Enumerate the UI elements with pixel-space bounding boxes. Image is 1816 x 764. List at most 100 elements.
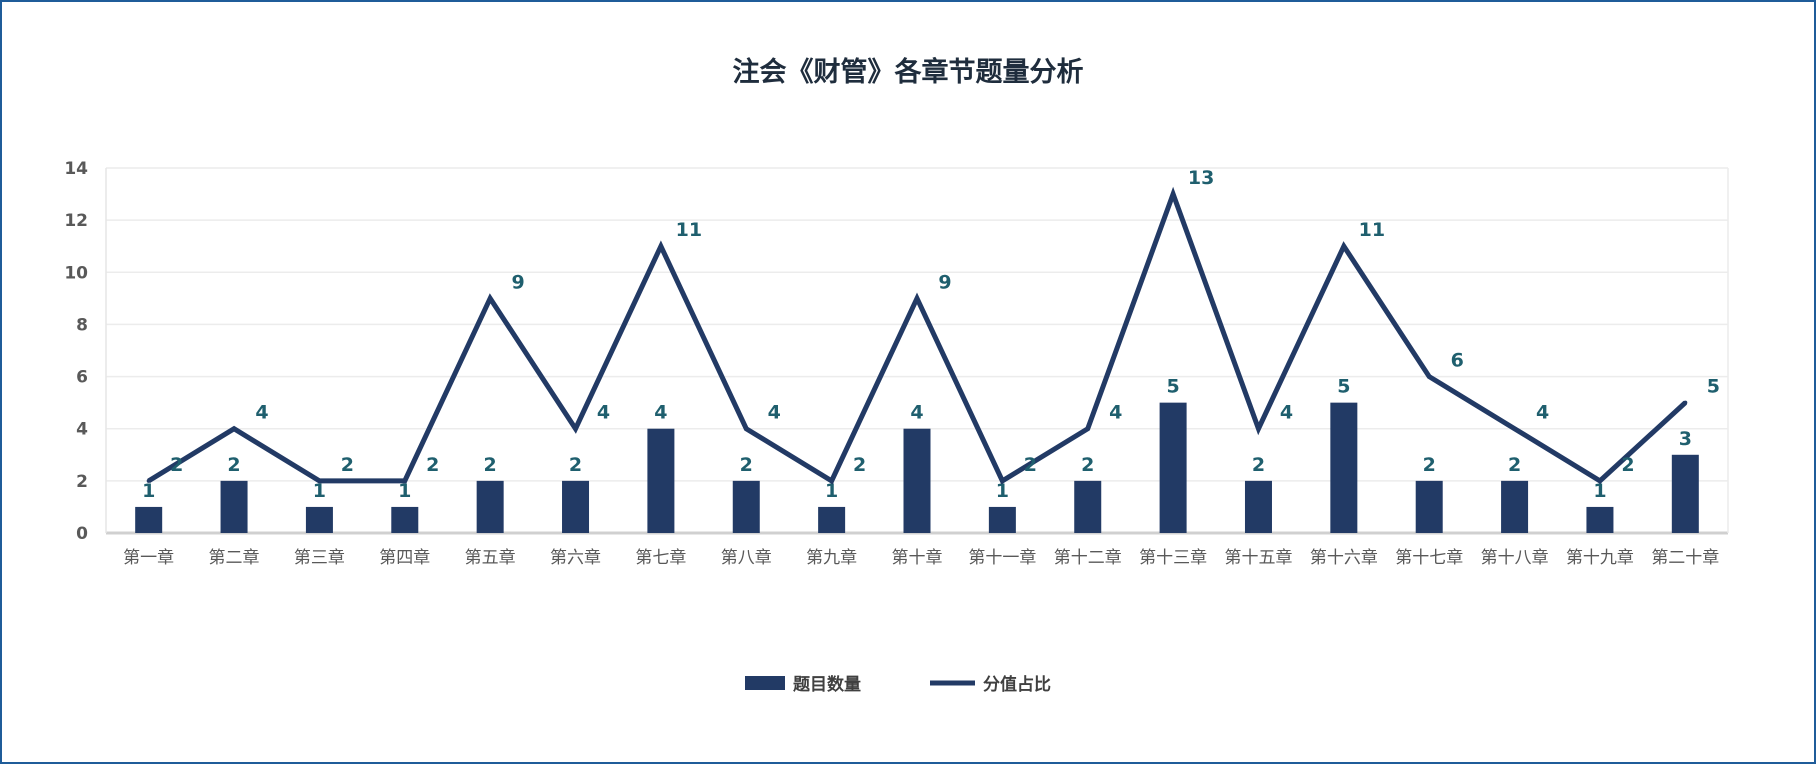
line-point: [1000, 478, 1005, 483]
line-point: [1427, 374, 1432, 379]
bar-data-label: 1: [142, 480, 155, 502]
bar-第二章: [220, 480, 248, 533]
y-tick-label: 14: [64, 159, 88, 179]
bar-data-label: 1: [313, 480, 326, 502]
x-tick-label: 第十八章: [1481, 548, 1549, 568]
x-tick-label: 第三章: [294, 548, 345, 568]
bar-data-label: 2: [484, 454, 497, 476]
line-data-label: 11: [1359, 219, 1385, 241]
chart-title: 注会《财管》各章节题量分析: [732, 57, 1084, 88]
bar-data-label: 4: [910, 402, 923, 424]
line-point: [658, 244, 663, 249]
bar-第十章: [903, 428, 931, 533]
line-point: [1256, 426, 1261, 431]
x-tick-label: 第十三章: [1139, 548, 1207, 568]
line-point: [573, 426, 578, 431]
bar-第十一章: [988, 506, 1016, 533]
y-tick-label: 12: [64, 211, 88, 231]
line-data-label: 9: [512, 271, 525, 293]
bar-data-label: 2: [227, 454, 240, 476]
line-data-label: 2: [1621, 454, 1634, 476]
line-point: [744, 426, 749, 431]
bar-data-label: 1: [996, 480, 1009, 502]
x-tick-label: 第一章: [123, 548, 174, 568]
line-data-label: 4: [768, 402, 781, 424]
bar-第九章: [818, 506, 846, 533]
x-tick-label: 第十章: [892, 548, 943, 568]
x-tick-label: 第二章: [209, 548, 260, 568]
line-data-label: 2: [1024, 454, 1037, 476]
legend-bar-label: 题目数量: [793, 674, 861, 695]
line-data-label: 4: [597, 402, 610, 424]
x-tick-label: 第十六章: [1310, 548, 1378, 568]
legend-bar-swatch: [745, 676, 785, 690]
bar-data-label: 3: [1679, 428, 1692, 450]
bar-第七章: [647, 428, 675, 533]
bar-第十三章: [1159, 402, 1187, 533]
bar-第八章: [732, 480, 760, 533]
y-tick-label: 0: [76, 524, 88, 544]
line-point: [317, 478, 322, 483]
line-data-label: 2: [426, 454, 439, 476]
x-tick-label: 第九章: [806, 548, 857, 568]
line-point: [402, 478, 407, 483]
y-tick-label: 8: [76, 315, 88, 335]
bar-第十五章: [1244, 480, 1272, 533]
y-tick-label: 4: [76, 420, 88, 440]
line-point: [915, 296, 919, 301]
line-data-label: 5: [1707, 376, 1720, 398]
bar-第六章: [562, 480, 590, 533]
line-data-label: 2: [341, 454, 354, 476]
line-data-label: 4: [1280, 402, 1293, 424]
bar-data-label: 2: [740, 454, 753, 476]
bar-data-label: 5: [1166, 376, 1179, 398]
bar-第十六章: [1330, 402, 1358, 533]
bar-第十七章: [1415, 480, 1443, 533]
line-data-label: 4: [1109, 402, 1122, 424]
line-point: [1341, 244, 1346, 249]
bar-data-label: 5: [1337, 376, 1350, 398]
bar-第三章: [305, 506, 333, 533]
bar-data-label: 2: [1081, 454, 1094, 476]
y-tick-label: 6: [76, 368, 88, 388]
bar-第十八章: [1501, 480, 1529, 533]
x-tick-label: 第二十章: [1651, 548, 1719, 568]
bar-第四章: [391, 506, 419, 533]
y-tick-label: 2: [76, 472, 88, 492]
line-data-label: 2: [170, 454, 183, 476]
x-tick-label: 第四章: [379, 548, 430, 568]
bar-第五章: [476, 480, 504, 533]
line-data-label: 11: [676, 219, 702, 241]
x-tick-label: 第八章: [721, 548, 772, 568]
line-data-label: 9: [938, 271, 951, 293]
x-tick-label: 第十二章: [1054, 548, 1122, 568]
bar-第十九章: [1586, 506, 1614, 533]
line-data-label: 2: [853, 454, 866, 476]
bar-data-label: 1: [398, 480, 411, 502]
bar-data-label: 2: [1252, 454, 1265, 476]
x-tick-label: 第十一章: [968, 548, 1036, 568]
line-point: [488, 296, 493, 301]
x-tick-label: 第七章: [635, 548, 686, 568]
bar-第一章: [135, 506, 163, 533]
bar-data-label: 2: [1508, 454, 1521, 476]
bar-data-label: 1: [825, 480, 838, 502]
x-tick-label: 第十七章: [1395, 548, 1463, 568]
line-data-label: 4: [1536, 402, 1549, 424]
line-point: [1171, 192, 1176, 197]
x-tick-label: 第十五章: [1224, 548, 1292, 568]
line-data-label: 13: [1188, 167, 1214, 189]
bar-data-label: 4: [654, 402, 667, 424]
line-point: [1597, 478, 1602, 483]
bar-data-label: 2: [569, 454, 582, 476]
line-point: [232, 426, 237, 431]
x-tick-label: 第六章: [550, 548, 601, 568]
y-tick-label: 10: [64, 263, 88, 283]
bar-data-label: 2: [1423, 454, 1436, 476]
line-data-label: 4: [255, 402, 268, 424]
line-point: [1085, 426, 1090, 431]
line-data-label: 6: [1451, 350, 1464, 372]
line-point: [829, 478, 834, 483]
x-tick-label: 第十九章: [1566, 548, 1634, 568]
